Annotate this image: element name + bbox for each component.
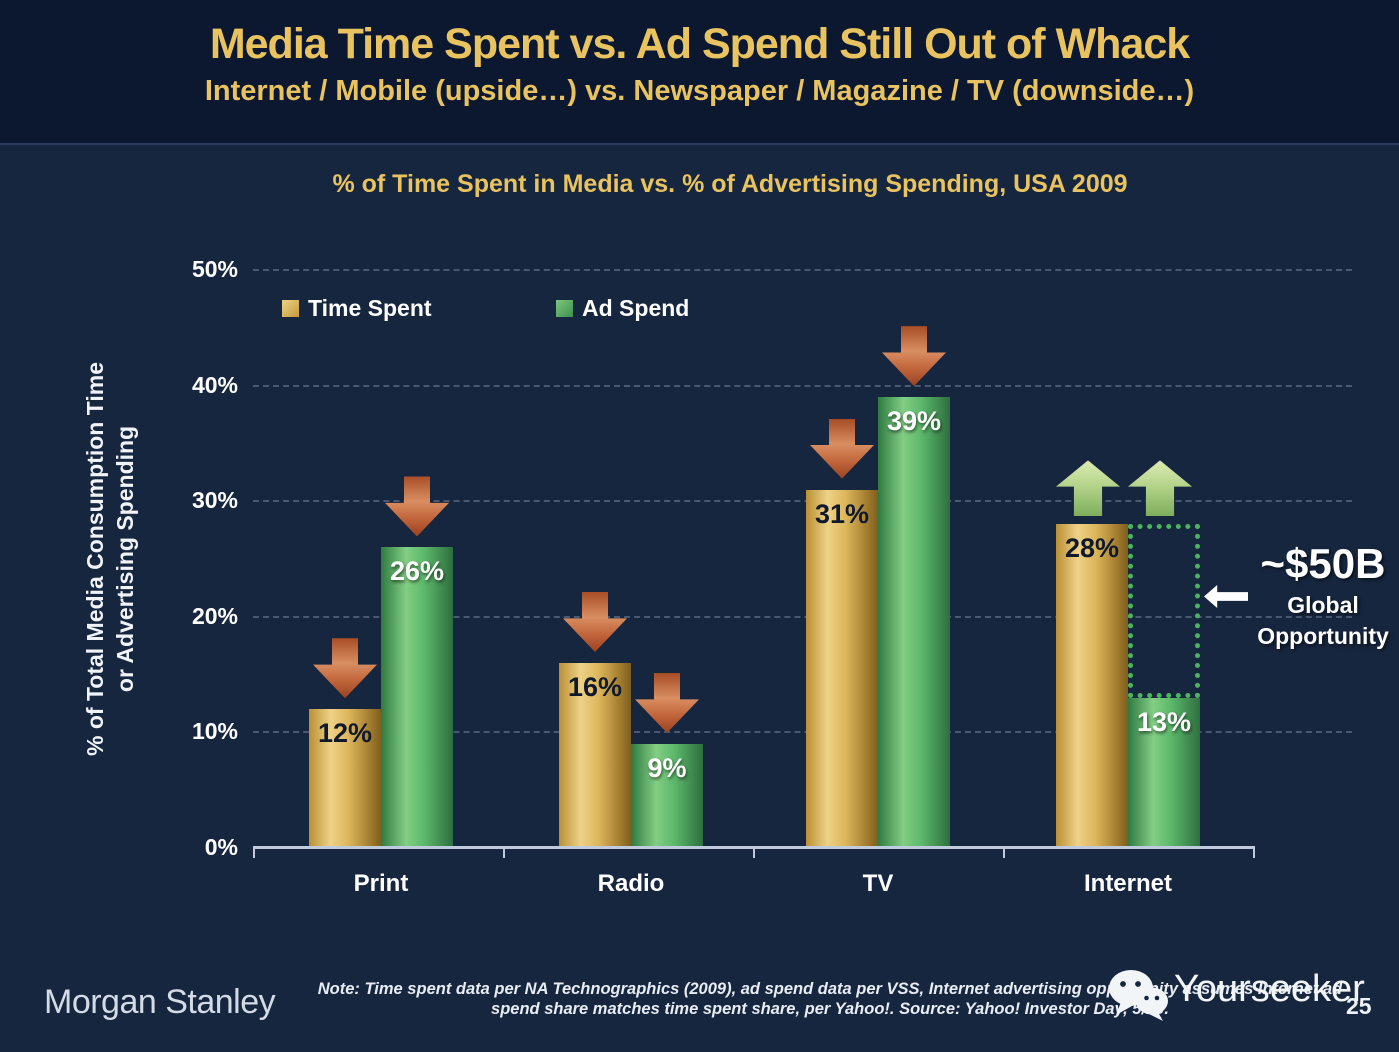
down-arrow-icon — [810, 418, 874, 479]
legend-label-ad-spend: Ad Spend — [582, 295, 690, 321]
bar-value-label-tv-gold: 31% — [814, 498, 870, 529]
legend-swatch-green-icon — [556, 300, 573, 317]
gridline-20% — [253, 615, 1352, 618]
x-axis-line — [253, 846, 1255, 849]
wechat-icon — [1109, 970, 1168, 1021]
category-label-print: Print — [353, 870, 409, 897]
y-tick-label-10%: 10% — [191, 718, 238, 745]
x-axis-tick — [253, 849, 255, 858]
bar-value-label-print-green: 26% — [389, 556, 445, 587]
bar-value-label-internet-green: 13% — [1136, 706, 1192, 737]
legend-item-ad-spend: Ad Spend — [556, 295, 689, 322]
opportunity-value: ~$50B — [1260, 540, 1386, 587]
bar-radio-green — [631, 743, 703, 846]
watermark: Yourseeker — [1106, 968, 1365, 1022]
legend-item-time-spent: Time Spent — [282, 295, 432, 322]
bar-tv-green — [878, 397, 950, 846]
y-axis-label: % of Total Media Consumption Time or Adv… — [80, 299, 144, 819]
gridline-10% — [253, 731, 1352, 734]
x-axis-tick — [1003, 849, 1005, 858]
y-tick-label-20%: 20% — [191, 602, 238, 629]
up-arrow-icon — [1056, 460, 1120, 517]
page-number: 25 — [1346, 993, 1372, 1019]
opportunity-label-line2: Opportunity — [1257, 623, 1389, 649]
slide-header: Media Time Spent vs. Ad Spend Still Out … — [0, 0, 1399, 145]
opportunity-dotted-box — [1128, 524, 1200, 698]
down-arrow-icon — [563, 592, 627, 653]
legend-label-time-spent: Time Spent — [308, 295, 432, 321]
chart-title: % of Time Spent in Media vs. % of Advert… — [332, 170, 1128, 198]
y-axis-label-line1: % of Total Media Consumption Time — [82, 362, 108, 756]
note-line-1: Note: Time spent data per NA Technograph… — [317, 980, 1343, 998]
x-axis-tick — [503, 849, 505, 858]
bar-print-green — [381, 547, 453, 846]
bar-internet-green — [1128, 697, 1200, 846]
category-label-internet: Internet — [1083, 870, 1172, 897]
bar-tv-gold — [806, 489, 878, 846]
bar-radio-gold — [559, 663, 631, 846]
up-arrow-icon — [1128, 460, 1192, 517]
y-axis-label-line2: or Advertising Spending — [112, 425, 138, 693]
y-tick-label-0%: 0% — [204, 834, 238, 860]
bar-value-label-radio-green: 9% — [647, 752, 687, 783]
down-arrow-icon — [882, 326, 946, 387]
down-arrow-icon — [385, 476, 449, 537]
bar-print-gold — [309, 709, 381, 846]
down-arrow-icon — [635, 672, 699, 733]
down-arrow-icon — [313, 638, 377, 699]
y-tick-label-30%: 30% — [191, 487, 238, 514]
slide-subtitle: Internet / Mobile (upside…) vs. Newspape… — [204, 75, 1195, 107]
source-note: Note: Time spent data per NA Technograph… — [300, 979, 1360, 1019]
y-tick-label-40%: 40% — [191, 371, 238, 398]
gridline-30% — [253, 500, 1352, 503]
bar-internet-gold — [1056, 524, 1128, 846]
opportunity-annotation: ~$50B Global Opportunity — [1238, 540, 1399, 650]
bar-value-label-internet-gold: 28% — [1064, 533, 1120, 564]
y-tick-label-50%: 50% — [191, 256, 238, 282]
opportunity-label-line1: Global — [1287, 592, 1359, 618]
legend-swatch-gold-icon — [282, 300, 299, 317]
brand-logo: Morgan Stanley — [44, 983, 276, 1021]
bar-value-label-tv-green: 39% — [886, 406, 942, 437]
category-label-tv: TV — [862, 870, 894, 897]
gridline-50% — [253, 269, 1352, 271]
x-axis-tick — [1253, 849, 1255, 858]
watermark-text: Yourseeker — [1174, 968, 1365, 1010]
x-axis-tick — [753, 849, 755, 858]
gridline-40% — [253, 384, 1352, 387]
bar-value-label-print-gold: 12% — [317, 718, 373, 749]
category-label-radio: Radio — [597, 870, 665, 897]
bar-value-label-radio-gold: 16% — [567, 672, 623, 703]
slide-title: Media Time Spent vs. Ad Spend Still Out … — [209, 20, 1190, 68]
note-line-2: spend share matches time spent share, pe… — [491, 1000, 1169, 1018]
